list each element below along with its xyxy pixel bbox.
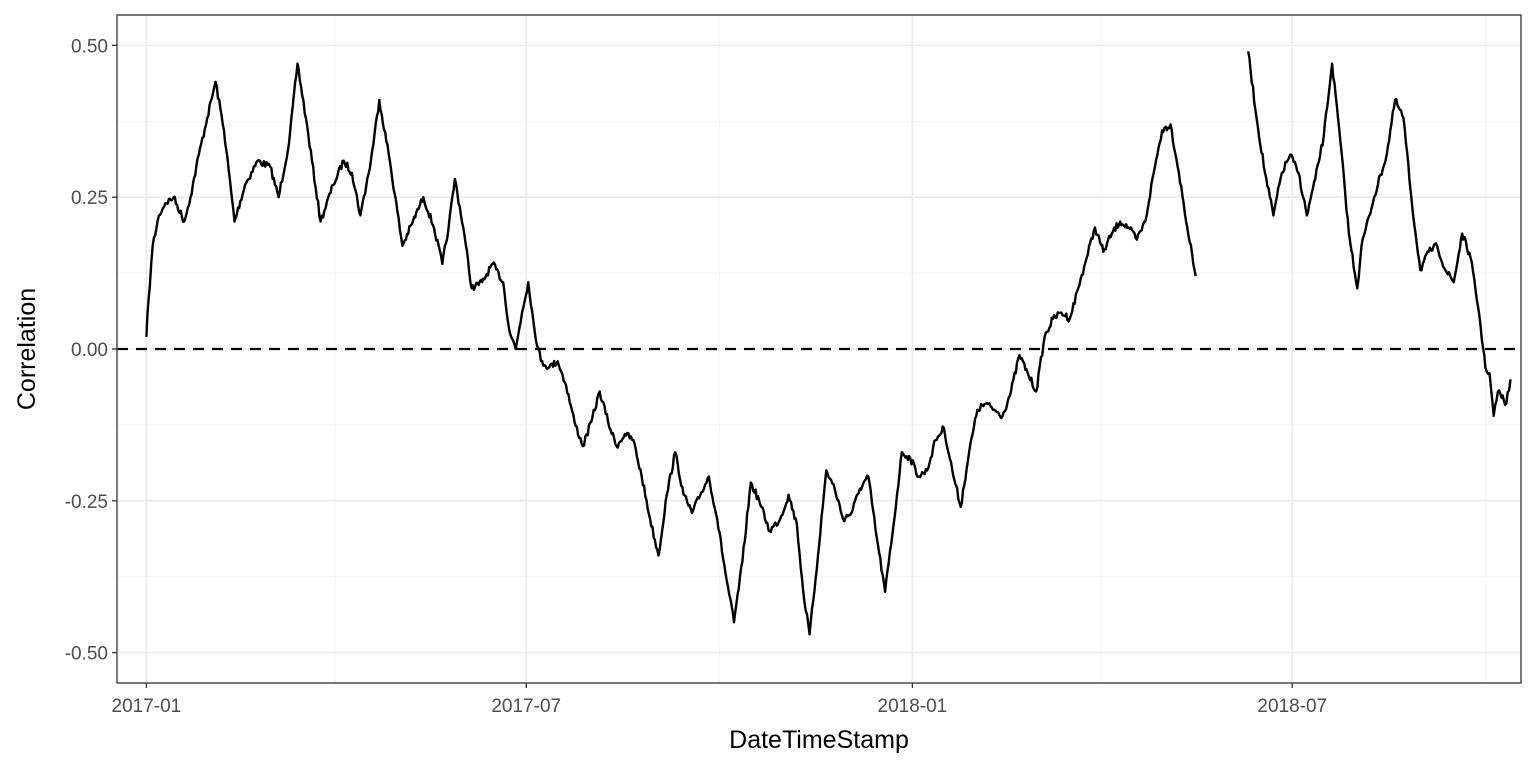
y-tick-label: 0.25 xyxy=(71,188,108,209)
x-axis-title: DateTimeStamp xyxy=(729,726,909,754)
x-tick-label: 2017-01 xyxy=(112,696,182,717)
y-tick-label: 0.50 xyxy=(71,36,108,57)
y-tick-label: -0.50 xyxy=(65,644,108,665)
x-tick-label: 2018-07 xyxy=(1257,696,1327,717)
y-axis: 0.50 0.25 0.00 -0.25 -0.50 xyxy=(65,36,117,665)
y-tick-label: 0.00 xyxy=(71,340,108,361)
x-tick-label: 2017-07 xyxy=(491,696,561,717)
y-tick-label: -0.25 xyxy=(65,492,108,513)
series-group xyxy=(145,51,1512,636)
y-axis-title: Correlation xyxy=(13,288,41,410)
correlation-line-segment xyxy=(145,62,1197,636)
correlation-line-segment xyxy=(1247,51,1512,417)
x-tick-label: 2018-01 xyxy=(878,696,948,717)
x-axis: 2017-01 2017-07 2018-01 2018-07 xyxy=(112,683,1327,717)
